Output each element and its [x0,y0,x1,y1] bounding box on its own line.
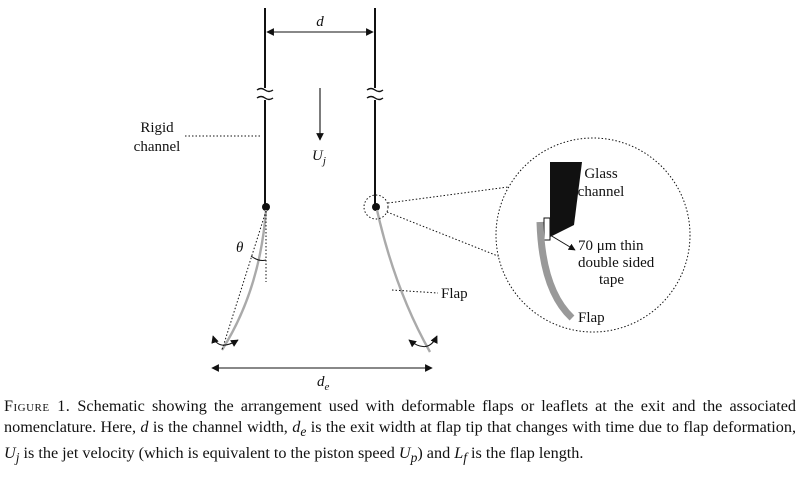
left-channel-wall [256,8,274,207]
rigid-channel-label-2: channel [134,139,181,155]
left-hinge [262,203,270,211]
right-channel-wall [366,8,384,207]
tape-strip [543,217,551,241]
left-chord-line [221,210,267,351]
figure-caption: Figure 1. Schematic showing the arrangem… [4,397,796,466]
right-hinge [372,203,380,211]
right-rotation-arrow [408,335,438,348]
exit-width-label: de [317,374,330,390]
right-flap [375,209,432,353]
left-rotation-arrow [211,335,239,347]
glass-channel [550,162,582,237]
flap-leader [391,289,439,294]
glass-channel-label: Glass [584,166,617,182]
theta-label: θ [236,240,244,256]
tape-label: 70 μm thin [578,238,644,254]
flap-label: Flap [441,286,468,302]
inset-flap-label: Flap [578,310,605,326]
tape-pointer [549,234,576,251]
glass-channel-label-2: channel [578,184,625,200]
tape-label-2: double sided [578,255,655,271]
jet-velocity-label: Uj [312,148,326,167]
theta-arc [250,255,267,261]
channel-width-label: d [316,14,324,30]
figure-number: Figure 1. [4,397,71,415]
tape-label-3: tape [599,272,624,288]
zoom-marker [363,194,389,220]
zoom-line-top [387,186,509,204]
inset-circle [495,137,691,333]
rigid-channel-label: Rigid [140,120,174,136]
inset-detail: Glass channel 70 μm thin double sided ta… [495,137,691,333]
schematic-figure: d Uj Rigid channel θ de Flap Glass chann… [134,8,691,390]
inset-flap [536,221,575,321]
zoom-line-bottom [386,211,514,263]
